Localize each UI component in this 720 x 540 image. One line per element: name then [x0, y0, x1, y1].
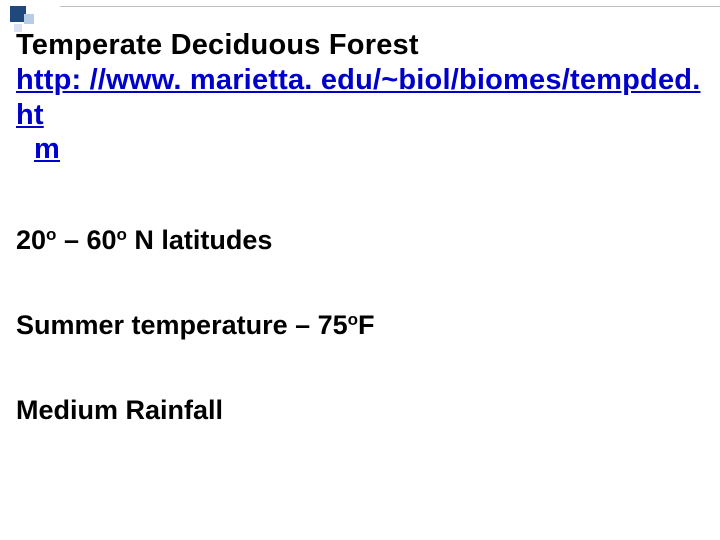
lat-suffix: N latitudes	[127, 225, 273, 255]
top-rule	[60, 6, 720, 7]
summer-temperature-line: Summer temperature – 75oF	[16, 310, 704, 341]
degree-icon: o	[348, 310, 358, 329]
temp-prefix: Summer temperature – 75	[16, 310, 348, 340]
degree-icon: o	[46, 225, 56, 244]
lat-prefix: 20	[16, 225, 46, 255]
degree-icon: o	[117, 225, 127, 244]
slide: Temperate Deciduous Forest http: //www. …	[0, 0, 720, 540]
temp-suffix: F	[358, 310, 375, 340]
slide-title: Temperate Deciduous Forest http: //www. …	[16, 28, 704, 167]
latitudes-line: 20o – 60o N latitudes	[16, 225, 704, 256]
source-link-tail[interactable]: m	[34, 133, 60, 165]
source-link-line1[interactable]: http: //www. marietta. edu/~biol/biomes/…	[16, 63, 704, 133]
deco-square-icon	[24, 14, 34, 24]
title-text: Temperate Deciduous Forest	[16, 29, 419, 61]
lat-middle: – 60	[56, 225, 116, 255]
rainfall-line: Medium Rainfall	[16, 395, 704, 426]
content-area: Temperate Deciduous Forest http: //www. …	[16, 28, 704, 540]
source-link-line2: m	[16, 133, 60, 165]
